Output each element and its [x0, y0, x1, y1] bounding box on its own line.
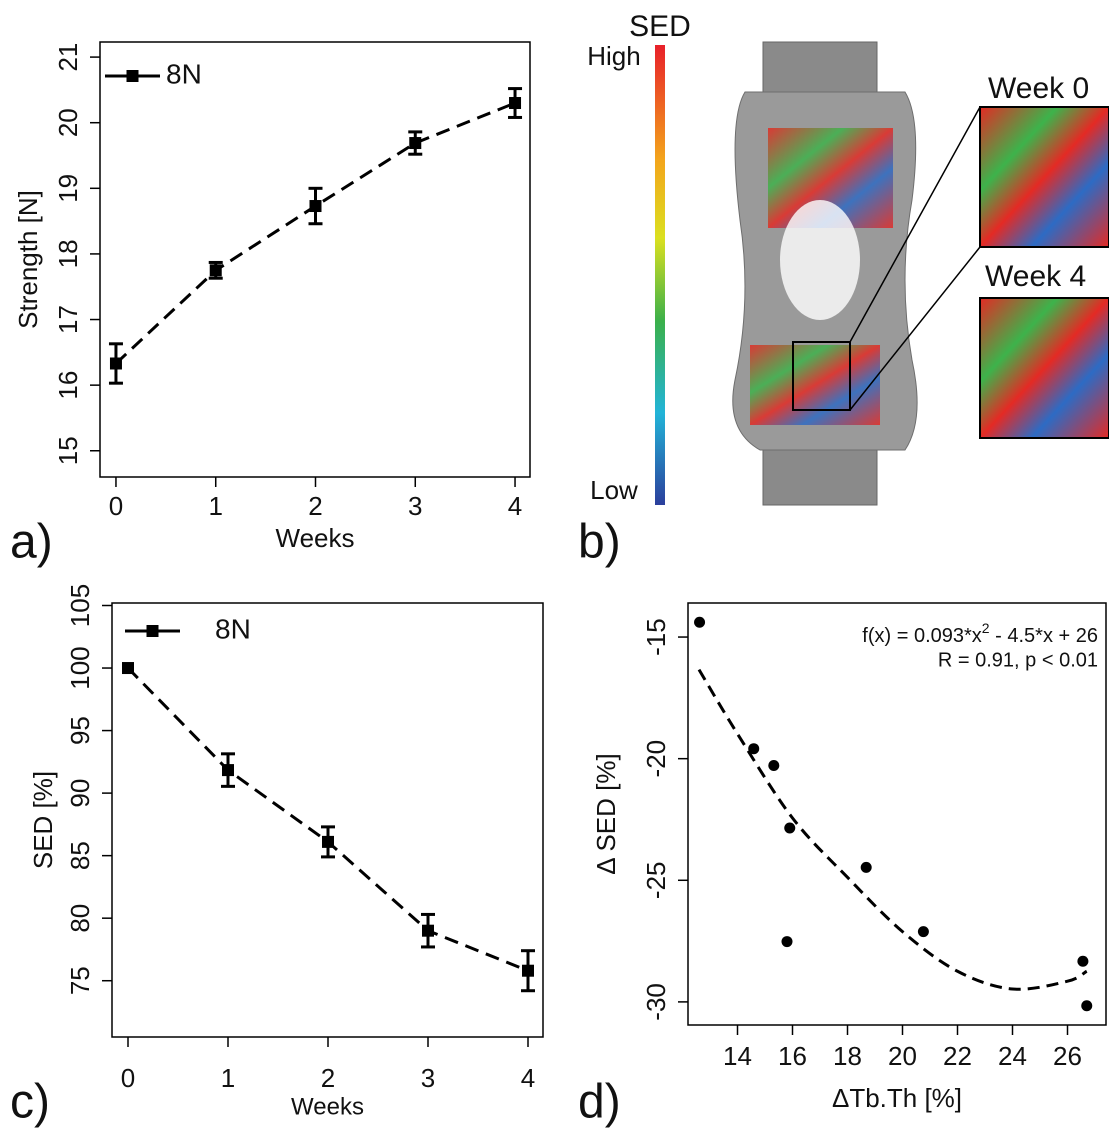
x-tick-label: 2: [321, 1063, 335, 1093]
marker: [422, 924, 434, 937]
x-tick-label: 0: [109, 491, 123, 521]
marker: [409, 137, 422, 150]
panel-label: a): [10, 516, 53, 569]
x-tick-label: 0: [121, 1063, 135, 1093]
x-tick-label: 4: [508, 491, 522, 521]
point: [781, 936, 793, 948]
plot-frame: [687, 602, 1107, 1026]
point: [694, 616, 706, 628]
point: [917, 926, 929, 938]
legend-marker: [146, 625, 159, 637]
point: [1081, 1000, 1093, 1012]
x-axis-label: ΔTb.Th [%]: [832, 1083, 962, 1113]
y-tick-label: -30: [641, 983, 671, 1021]
equation-part: 2: [982, 620, 990, 636]
y-tick-label: 17: [53, 305, 83, 334]
x-tick-label: 1: [221, 1063, 235, 1093]
panel-label: c): [10, 1076, 50, 1129]
x-axis-label: Weeks: [291, 1093, 364, 1120]
y-tick-label: 15: [53, 436, 83, 465]
colorbar-low: Low: [590, 475, 638, 505]
equation-part: f(x) = 0.093*x: [862, 625, 982, 647]
point: [784, 822, 796, 834]
panel-label: d): [578, 1076, 621, 1129]
colorbar-title: SED: [629, 10, 691, 43]
x-tick-label: 16: [778, 1041, 807, 1071]
y-tick-label: 19: [53, 174, 83, 203]
y-axis-label: Strength [N]: [13, 190, 43, 329]
y-tick-label: 75: [65, 966, 95, 995]
marker: [522, 964, 534, 977]
legend-label: 8N: [215, 613, 251, 644]
y-tick-label: 85: [65, 841, 95, 870]
y-tick-label: 80: [65, 904, 95, 933]
x-tick-label: 1: [208, 491, 222, 521]
x-axis-label: Weeks: [276, 523, 355, 553]
x-tick-label: 2: [308, 491, 322, 521]
panel-label: b): [578, 516, 621, 569]
y-tick-label: -20: [641, 740, 671, 778]
marker: [209, 264, 222, 277]
stats: R = 0.91, p < 0.01: [938, 649, 1098, 671]
marker: [122, 662, 134, 675]
plot-frame: [111, 602, 544, 1038]
y-tick-label: 100: [65, 646, 95, 689]
marker: [309, 200, 322, 213]
y-tick-label: 95: [65, 716, 95, 745]
y-axis-label: Δ SED [%]: [591, 753, 621, 874]
y-tick-label: 18: [53, 239, 83, 268]
x-tick-label: 18: [833, 1041, 862, 1071]
colorbar-high: High: [587, 41, 640, 71]
x-tick-label: 20: [888, 1041, 917, 1071]
equation-part: - 4.5*x + 26: [990, 625, 1098, 647]
x-tick-label: 3: [408, 491, 422, 521]
y-tick-label: -15: [641, 618, 671, 656]
marker: [322, 835, 334, 848]
y-tick-label: 21: [53, 43, 83, 72]
series-line: [126, 666, 529, 973]
marker: [509, 97, 522, 110]
y-tick-label: 105: [65, 584, 95, 627]
x-tick-label: 4: [521, 1063, 535, 1093]
marker: [109, 357, 122, 370]
legend-label: 8N: [166, 58, 202, 89]
point: [860, 861, 872, 873]
y-tick-label: -25: [641, 861, 671, 899]
y-axis-label: SED [%]: [28, 771, 58, 869]
x-tick-label: 3: [421, 1063, 435, 1093]
y-tick-label: 90: [65, 779, 95, 808]
plot-frame: [99, 41, 531, 478]
x-tick-label: 26: [1053, 1041, 1082, 1071]
x-tick-label: 14: [723, 1041, 752, 1071]
y-tick-label: 20: [53, 108, 83, 137]
series-line: [114, 101, 516, 365]
inset-label: Week 0: [988, 72, 1089, 105]
x-tick-label: 22: [943, 1041, 972, 1071]
equation: f(x) = 0.093*x2 - 4.5*x + 26: [862, 620, 1098, 648]
x-tick-label: 24: [998, 1041, 1027, 1071]
inset-label: Week 4: [985, 260, 1086, 293]
bone-image: [655, 41, 1109, 506]
point: [768, 759, 780, 771]
point: [1077, 955, 1089, 967]
marker: [222, 764, 234, 777]
fit-curve: [697, 668, 1088, 991]
y-tick-label: 16: [53, 371, 83, 400]
point: [748, 743, 760, 755]
legend-marker: [126, 70, 139, 82]
